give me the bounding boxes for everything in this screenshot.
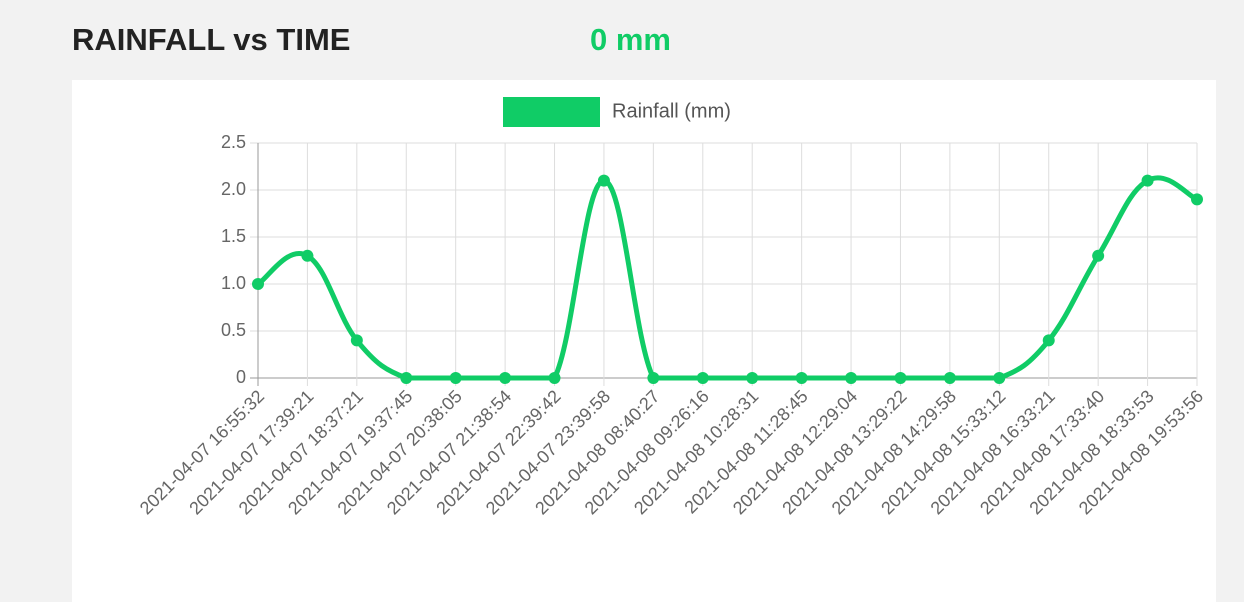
data-point — [746, 372, 759, 384]
y-tick-label: 2.0 — [221, 179, 246, 199]
y-tick-label: 1.5 — [221, 226, 246, 246]
data-point — [845, 372, 858, 384]
data-point — [1092, 249, 1105, 262]
data-point — [647, 372, 660, 384]
y-tick-label: 0 — [236, 367, 246, 387]
y-tick-label: 1.0 — [221, 273, 246, 293]
y-tick-label: 0.5 — [221, 320, 246, 340]
data-point — [499, 372, 512, 384]
data-point — [1191, 193, 1203, 206]
data-point — [252, 278, 264, 290]
data-point — [795, 372, 808, 384]
data-point — [449, 372, 462, 384]
data-point — [548, 372, 561, 384]
data-point — [597, 174, 610, 187]
data-point — [993, 372, 1006, 384]
data-point — [894, 372, 907, 384]
data-point — [943, 372, 956, 384]
data-point — [400, 372, 413, 384]
card-title: RAINFALL vs TIME — [72, 22, 350, 57]
data-point — [1141, 174, 1154, 187]
data-point — [350, 334, 363, 347]
data-point — [696, 372, 709, 384]
data-point — [301, 249, 314, 262]
legend-label: Rainfall (mm) — [612, 100, 731, 122]
data-point — [1042, 334, 1055, 347]
current-value: 0 mm — [590, 22, 671, 57]
y-tick-label: 2.5 — [221, 132, 246, 152]
legend-swatch — [503, 97, 600, 127]
